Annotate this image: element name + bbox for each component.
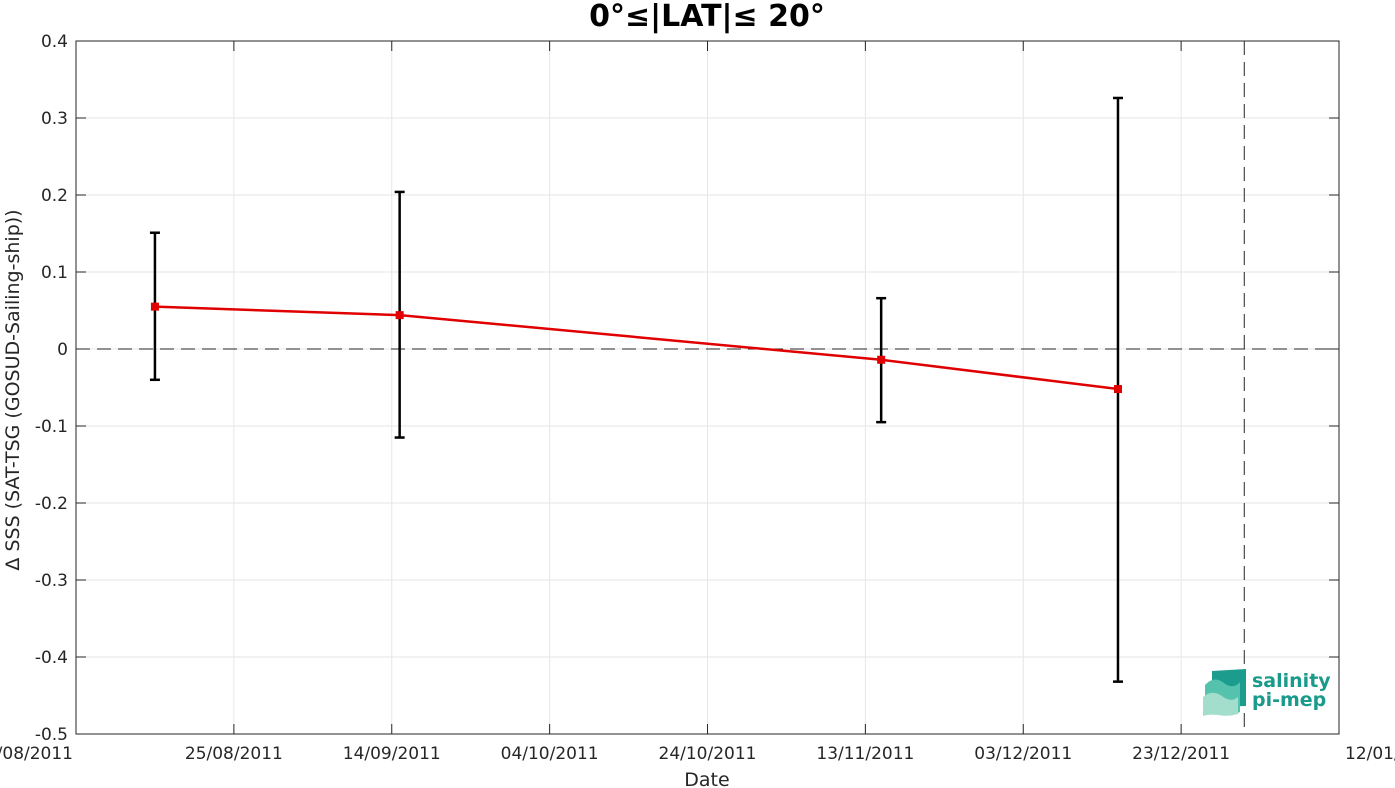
salinity-pi-mep-logo: salinity pi-mep [1203,669,1331,716]
y-axis-label: Δ SSS (SAT-TSG (GOSUD-Sailing-ship)) [2,209,24,570]
x-tick-label: 03/12/2011 [974,744,1072,764]
data-series [149,96,1123,683]
data-point-marker [150,302,159,311]
x-tick-label: 23/12/2011 [1132,744,1230,764]
y-tick-label: -0.1 [35,417,68,437]
x-tick-label: 14/09/2011 [343,744,441,764]
y-tick-label: 0.1 [41,263,68,283]
series-line [154,305,1119,391]
x-tick-label: 25/08/2011 [185,744,283,764]
data-point-marker [877,355,886,364]
x-tick-label: 05/08/2011 [0,744,73,764]
y-tick-label: 0.3 [41,109,68,129]
y-axis: 0.4 0.3 0.2 0.1 0 -0.1 -0.2 -0.3 -0.4 -0.5 [35,32,1339,745]
y-tick-label: -0.5 [35,725,68,745]
y-tick-label: 0.2 [41,186,68,206]
y-tick-label: -0.2 [35,494,68,514]
data-point-marker [395,311,404,320]
data-point-marker [1113,385,1122,394]
logo-line-2: pi-mep [1252,689,1326,711]
x-tick-label: 24/10/2011 [659,744,757,764]
y-tick-label: -0.3 [35,571,68,591]
y-tick-label: 0.4 [41,32,68,52]
x-tick-label: 12/01/2012 [1345,744,1395,764]
y-tick-label: -0.4 [35,648,68,668]
logo-line-1: salinity [1252,670,1331,692]
x-tick-label: 04/10/2011 [501,744,599,764]
reference-lines [76,41,1339,734]
chart-title: 0°≤|LAT|≤ 20° [589,0,825,34]
y-tick-label: 0 [57,340,68,360]
x-tick-label: 13/11/2011 [816,744,914,764]
x-axis: 05/08/2011 25/08/2011 14/09/2011 04/10/2011… [0,41,1395,764]
x-axis-label: Date [684,769,729,788]
wave-logo-icon [1203,669,1246,716]
